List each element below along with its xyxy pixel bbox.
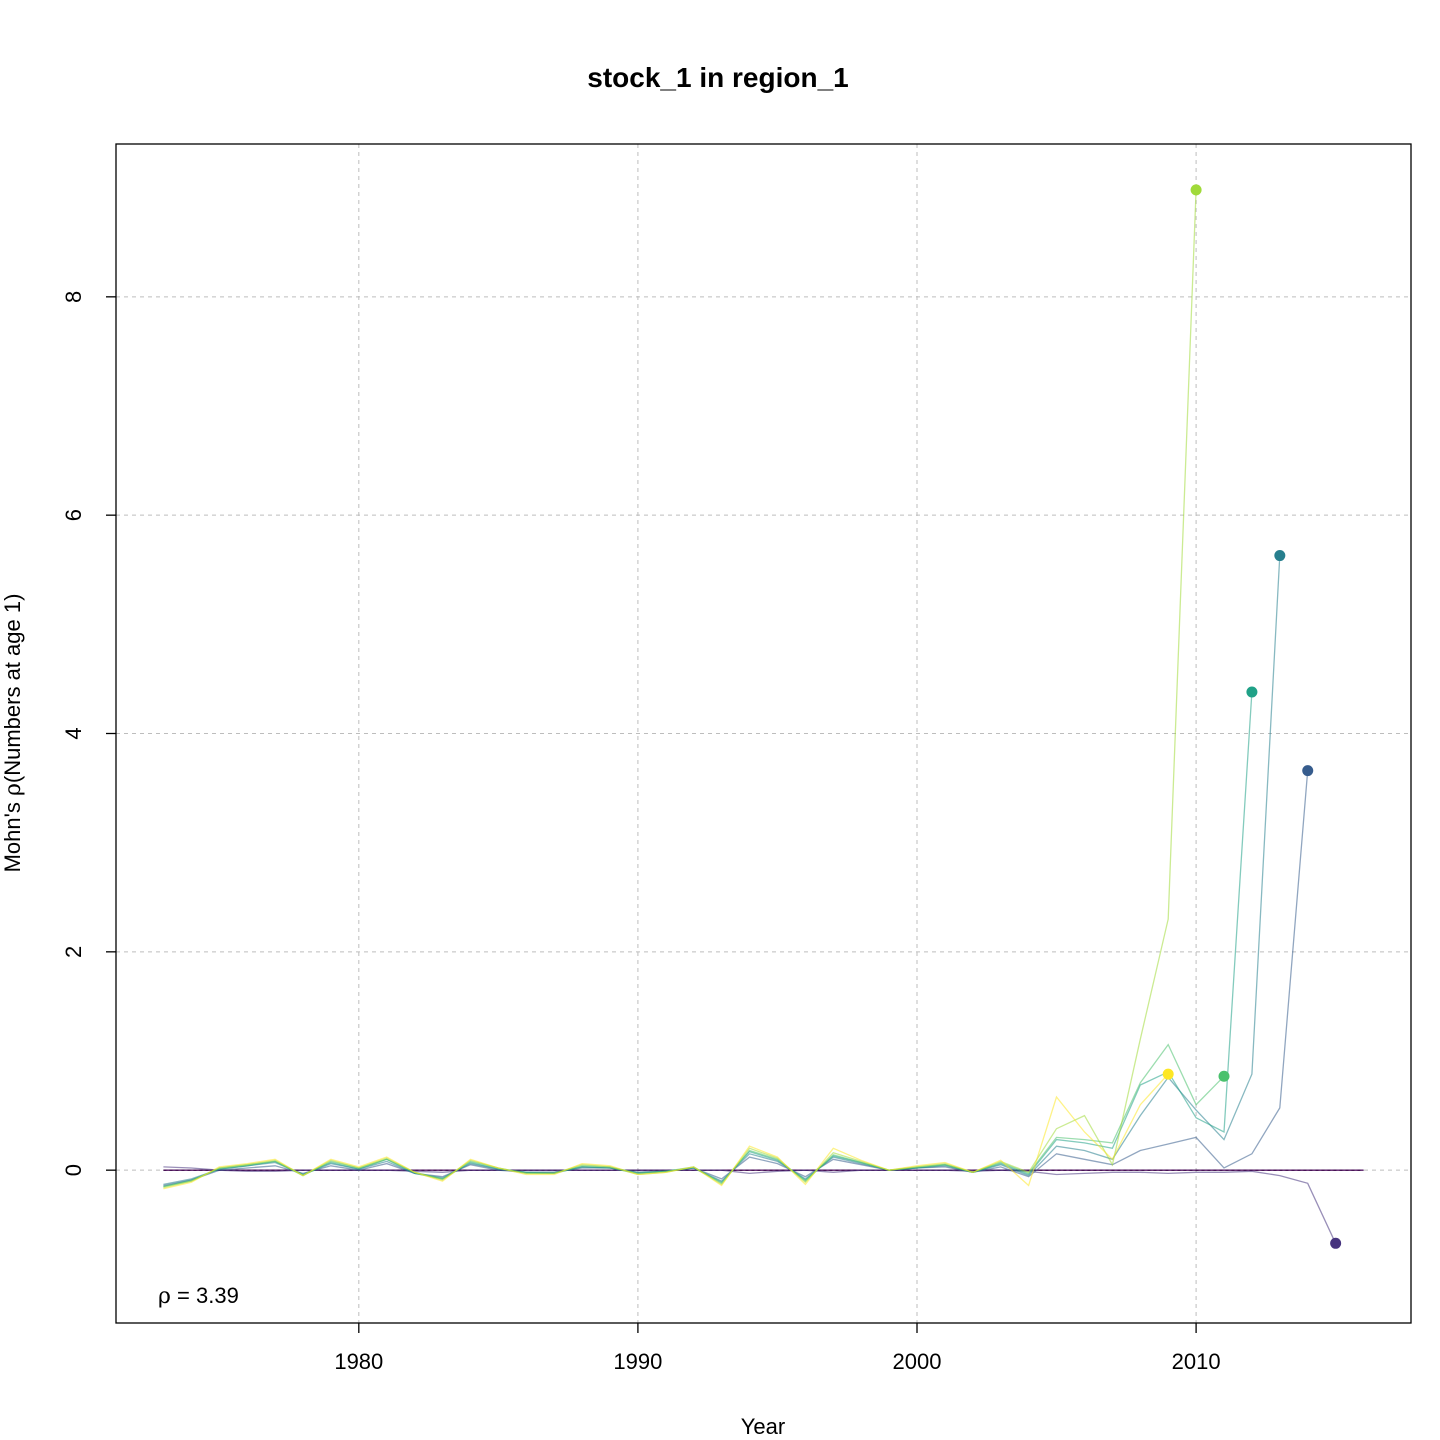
series-endpoint-2 (1330, 1237, 1342, 1249)
x-axis-label: Year (741, 1414, 785, 1439)
y-tick-label: 8 (61, 291, 86, 303)
x-tick-label: 2010 (1172, 1349, 1221, 1374)
y-tick-label: 2 (61, 946, 86, 958)
series-endpoint-4 (1274, 550, 1286, 562)
y-axis: 0 2 4 6 8 (61, 291, 116, 1176)
series-line-8 (163, 1073, 1169, 1190)
series-endpoints (1162, 184, 1342, 1249)
x-axis: 1980 1990 2000 2010 (334, 1323, 1221, 1374)
annotation-equals: = (171, 1283, 196, 1308)
series-lines (163, 189, 1364, 1244)
series-line-4 (163, 555, 1281, 1186)
x-tick-label: 2000 (893, 1349, 942, 1374)
y-tick-label: 4 (61, 727, 86, 739)
y-axis-label: Mohn's ρ(Numbers at age 1) (0, 594, 26, 873)
mohns-rho-annotation: ρ = 3.39 (158, 1283, 239, 1309)
annotation-symbol: ρ (158, 1284, 171, 1309)
series-endpoint-5 (1246, 686, 1258, 698)
series-endpoint-6 (1218, 1070, 1230, 1082)
series-endpoint-8 (1162, 1068, 1174, 1080)
y-axis-label-suffix: (Numbers at age 1) (0, 594, 25, 784)
grid (116, 144, 1411, 1323)
chart-title: stock_1 in region_1 (587, 62, 848, 93)
annotation-value: 3.39 (196, 1283, 239, 1308)
y-tick-label: 0 (61, 1164, 86, 1176)
series-line-5 (163, 691, 1253, 1188)
series-endpoint-3 (1302, 765, 1314, 777)
y-axis-label-prefix: Mohn's (0, 796, 25, 872)
y-tick-label: 6 (61, 509, 86, 521)
x-tick-label: 1990 (613, 1349, 662, 1374)
y-axis-label-symbol: ρ (1, 783, 26, 796)
series-endpoint-7 (1190, 184, 1202, 196)
series-line-2 (163, 1166, 1337, 1244)
x-tick-label: 1980 (334, 1349, 383, 1374)
series-line-7 (163, 189, 1197, 1189)
